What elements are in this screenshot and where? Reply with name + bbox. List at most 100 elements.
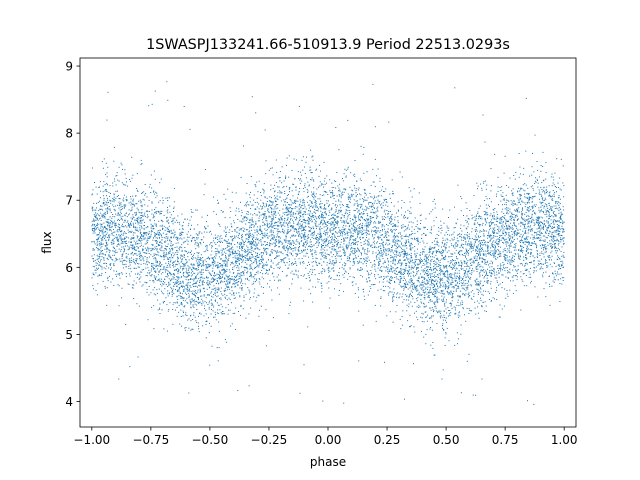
data-point (444, 316, 446, 318)
data-point (189, 252, 191, 254)
data-point (178, 221, 180, 223)
data-point (526, 239, 528, 241)
data-point (460, 333, 462, 335)
data-point (150, 235, 152, 237)
data-point (370, 196, 372, 198)
data-point (140, 232, 142, 233)
data-point (315, 210, 317, 211)
data-point (160, 241, 162, 243)
data-point (520, 240, 521, 242)
data-point (548, 217, 550, 219)
data-point (509, 246, 511, 248)
data-point (481, 270, 483, 272)
data-point (229, 309, 231, 311)
data-point (311, 201, 313, 203)
data-point (295, 199, 297, 201)
data-point (132, 234, 134, 236)
data-point (109, 224, 111, 226)
data-point (505, 233, 507, 235)
data-point (385, 270, 387, 272)
data-point (136, 246, 138, 247)
data-point (235, 277, 237, 278)
data-point (387, 228, 389, 230)
data-point (511, 236, 513, 238)
data-point (502, 269, 503, 271)
data-point (337, 185, 339, 187)
data-point (419, 294, 421, 296)
data-point (358, 210, 360, 212)
data-point (346, 246, 347, 248)
data-point (505, 232, 507, 234)
data-point (151, 201, 153, 203)
data-point (275, 197, 277, 199)
data-point (304, 218, 305, 220)
data-point (226, 246, 228, 248)
data-point (128, 224, 130, 226)
data-point (110, 192, 111, 194)
data-point (440, 317, 441, 319)
data-point (167, 200, 169, 201)
data-point (180, 261, 182, 263)
data-point (477, 306, 478, 308)
data-point (274, 210, 276, 212)
data-point (417, 267, 419, 269)
data-point (219, 309, 221, 311)
data-point (459, 311, 460, 313)
data-point (144, 256, 146, 257)
data-point (446, 238, 448, 240)
data-point (353, 242, 354, 244)
data-point (332, 239, 334, 241)
data-point (178, 257, 179, 259)
data-point (388, 272, 389, 274)
data-point (435, 288, 437, 290)
data-point (228, 254, 230, 256)
data-point (508, 235, 510, 237)
data-point (350, 248, 351, 250)
data-point (186, 315, 188, 316)
data-point (376, 242, 377, 244)
data-point (275, 250, 277, 252)
data-point (315, 201, 317, 203)
data-point (526, 269, 528, 271)
data-point (404, 283, 406, 284)
data-point (139, 246, 141, 247)
data-point (529, 237, 531, 239)
data-point (265, 270, 267, 272)
data-point (195, 295, 196, 297)
data-point (399, 276, 401, 277)
data-point (549, 243, 551, 245)
data-point (140, 263, 142, 265)
data-point (196, 269, 198, 271)
data-point (408, 228, 410, 230)
data-point (360, 258, 362, 260)
data-point (126, 243, 128, 244)
data-point (493, 268, 495, 270)
data-point (536, 252, 538, 254)
data-point (426, 320, 428, 322)
data-point (166, 228, 168, 230)
data-point (411, 257, 413, 258)
data-point (474, 280, 476, 282)
data-point (462, 278, 464, 279)
data-point (173, 206, 175, 208)
data-point (468, 236, 470, 238)
data-point (388, 261, 390, 263)
data-point (121, 238, 123, 240)
data-point (202, 269, 204, 271)
data-point (374, 274, 376, 275)
data-point (244, 267, 246, 269)
data-point (203, 282, 205, 283)
data-point (317, 241, 319, 243)
data-point (246, 263, 248, 265)
data-point (451, 282, 453, 283)
data-point (271, 220, 273, 222)
data-point (242, 260, 244, 262)
data-point (483, 230, 485, 231)
data-point (183, 221, 184, 223)
data-point (467, 226, 469, 228)
data-point (99, 232, 100, 234)
data-point (448, 274, 450, 275)
data-point (188, 290, 190, 292)
data-point (522, 224, 524, 226)
data-point (471, 264, 473, 266)
